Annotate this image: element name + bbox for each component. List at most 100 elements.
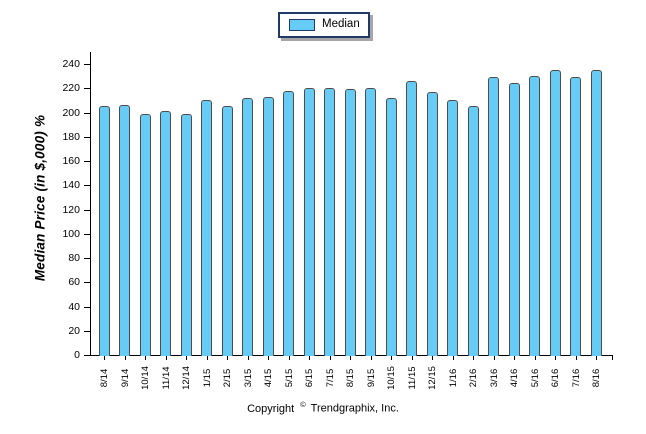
x-tick-label: 11/15 (406, 366, 418, 390)
x-tick (534, 356, 536, 360)
copyright-text: Copyright © Trendgraphix, Inc. (0, 400, 646, 415)
bar-6-15 (303, 88, 315, 356)
x-tick-label: 8/15 (345, 368, 356, 388)
bar-7-16 (570, 77, 581, 356)
bar-2-16 (467, 106, 479, 356)
x-tick-label: 2/15 (222, 368, 233, 388)
x-tick (206, 356, 208, 360)
legend-label: Median (322, 18, 360, 31)
y-tick (84, 136, 90, 138)
x-tick-label: 12/14 (181, 366, 192, 390)
x-tick-label: 10/15 (386, 366, 397, 390)
x-tick-label: 3/15 (242, 368, 254, 388)
bar-1-15 (201, 100, 212, 356)
y-tick (84, 112, 90, 114)
x-tick-label: 8/16 (591, 368, 602, 388)
y-tick (84, 330, 90, 332)
legend: Median (278, 12, 370, 38)
x-tick (370, 356, 372, 360)
y-tick (84, 282, 90, 284)
x-tick-label: 1/16 (447, 368, 459, 388)
x-tick-label: 4/16 (509, 368, 520, 388)
y-tick-label: 240 (62, 58, 80, 70)
x-tick-label: 3/16 (488, 368, 500, 388)
y-tick-label: 80 (68, 252, 80, 264)
x-tick (391, 356, 392, 360)
x-tick (268, 356, 269, 360)
x-tick-label: 9/15 (365, 368, 377, 388)
y-tick-label: 40 (68, 300, 80, 313)
bar-1-16 (447, 100, 458, 356)
y-tick-label: 120 (62, 203, 80, 216)
y-axis-line (90, 52, 91, 355)
x-tick (104, 356, 105, 360)
bar-9-15 (365, 88, 376, 356)
x-tick-label: 8/14 (99, 368, 110, 388)
copyright-company: Trendgraphix, Inc. (310, 402, 399, 415)
x-tick (493, 356, 495, 360)
bar-5-15 (283, 90, 294, 356)
y-tick-label: 180 (62, 130, 80, 143)
bar-10-14 (139, 113, 151, 356)
x-tick-label: 4/15 (263, 368, 274, 388)
bar-11-15 (406, 80, 417, 356)
x-axis-end-tick (612, 356, 613, 360)
bar-4-15 (262, 96, 274, 356)
y-tick-label: 0 (74, 349, 80, 361)
x-tick (309, 356, 310, 360)
y-tick (84, 161, 90, 162)
y-tick (84, 88, 90, 90)
bar-6-16 (549, 70, 561, 356)
bar-2-15 (221, 106, 233, 356)
x-tick-label: 12/15 (427, 366, 438, 390)
bar-12-14 (180, 113, 192, 356)
x-tick-label: 10/14 (140, 366, 151, 390)
copyright-prefix: Copyright (247, 402, 295, 415)
bar-12-15 (426, 91, 438, 356)
x-tick (145, 356, 146, 360)
x-tick-label: 9/14 (119, 368, 131, 388)
y-tick-label: 100 (62, 227, 80, 240)
x-tick-label: 2/16 (468, 368, 479, 388)
x-tick (575, 356, 577, 360)
x-tick-label: 5/16 (529, 368, 541, 388)
y-tick (84, 355, 90, 356)
bar-10-15 (385, 97, 397, 356)
legend-swatch-median (289, 19, 315, 31)
x-tick (247, 356, 249, 360)
x-tick (432, 356, 433, 360)
x-tick-label: 6/15 (304, 368, 315, 388)
x-tick-label: 7/15 (324, 368, 336, 388)
y-tick (84, 209, 90, 211)
y-tick (84, 306, 90, 308)
bar-3-15 (242, 97, 253, 356)
bar-5-16 (529, 76, 540, 356)
y-tick-label: 200 (62, 106, 80, 119)
bar-8-14 (98, 106, 110, 356)
y-tick-label: 220 (62, 82, 80, 95)
bar-4-16 (508, 83, 520, 356)
x-tick (555, 356, 556, 360)
bar-8-16 (590, 70, 602, 356)
bar-11-14 (160, 111, 171, 356)
x-tick-label: 7/16 (570, 368, 582, 388)
x-tick (473, 356, 474, 360)
x-tick (124, 356, 126, 360)
bar-9-14 (119, 105, 130, 356)
x-tick-label: 11/14 (160, 366, 172, 390)
x-tick-label: 6/16 (550, 368, 561, 388)
x-tick (452, 356, 454, 360)
x-tick (514, 356, 515, 360)
x-tick-label: 5/15 (283, 368, 295, 388)
x-tick (329, 356, 331, 360)
x-tick (411, 356, 413, 360)
x-tick (596, 356, 597, 360)
y-tick (84, 258, 90, 259)
x-tick-label: 1/15 (201, 368, 213, 388)
x-tick (350, 356, 351, 360)
bar-8-15 (344, 89, 356, 356)
bar-7-15 (324, 88, 335, 356)
y-tick-label: 160 (62, 155, 80, 167)
bar-3-16 (488, 77, 499, 356)
